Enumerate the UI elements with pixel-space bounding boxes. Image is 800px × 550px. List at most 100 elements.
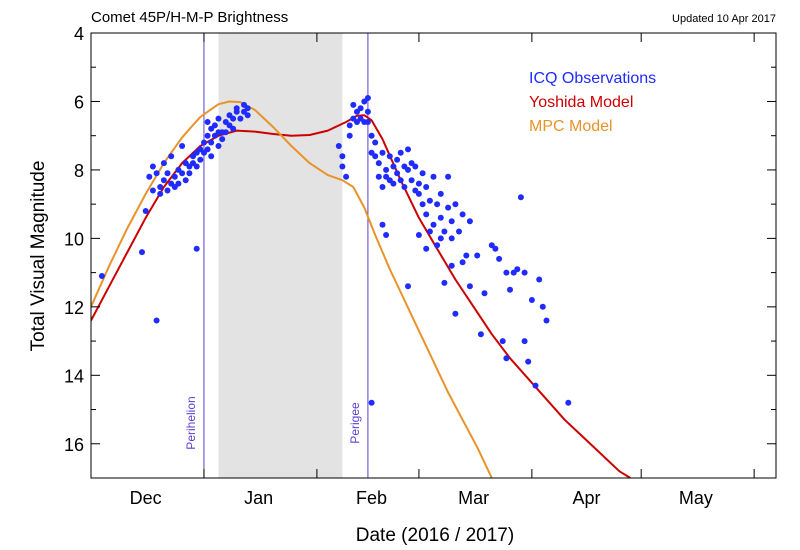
observation-point xyxy=(397,177,404,184)
observation-point xyxy=(364,119,371,125)
x-tick-label: Dec xyxy=(130,488,162,508)
observation-point xyxy=(525,358,532,365)
observation-point xyxy=(448,235,455,242)
observation-point xyxy=(507,286,513,293)
observation-point xyxy=(215,143,222,149)
observation-point xyxy=(208,139,215,146)
observation-point xyxy=(244,105,251,112)
observation-point xyxy=(456,228,462,235)
observation-point xyxy=(401,184,408,190)
observation-point xyxy=(350,101,357,108)
observation-point xyxy=(437,214,444,221)
x-tick-label: Mar xyxy=(458,488,489,508)
observation-point xyxy=(459,211,466,218)
observation-point xyxy=(426,228,433,235)
observation-point xyxy=(426,197,433,204)
observation-point xyxy=(437,190,444,197)
observation-point xyxy=(139,249,145,256)
observation-point xyxy=(423,245,430,252)
observation-point xyxy=(405,166,411,173)
observation-point xyxy=(390,163,397,170)
observation-point xyxy=(441,228,448,235)
observation-point xyxy=(335,143,342,149)
observation-point xyxy=(182,177,189,184)
observation-point xyxy=(430,221,437,228)
observation-point xyxy=(386,153,393,160)
observation-point xyxy=(339,163,346,170)
observation-point xyxy=(175,180,182,187)
observation-point xyxy=(481,290,488,297)
observation-point xyxy=(477,331,484,338)
observation-point xyxy=(390,180,397,187)
observation-point xyxy=(379,221,386,228)
x-tick-label: Jan xyxy=(244,488,273,508)
plot-area: Perihelion Perigee 4 6 8 10 12 14 16 Dec Jan Feb Mar… xyxy=(64,24,777,508)
y-tick-label: 8 xyxy=(74,161,84,181)
observation-point xyxy=(233,105,240,112)
observation-point xyxy=(204,132,211,139)
observation-point xyxy=(364,108,371,115)
observation-point xyxy=(415,180,422,187)
observation-point xyxy=(211,122,218,129)
legend-entry-mpc-model: MPC Model xyxy=(529,118,613,135)
observation-point xyxy=(521,269,528,276)
observation-point xyxy=(98,273,105,279)
observation-point xyxy=(394,156,401,163)
observation-point xyxy=(445,173,452,180)
observation-point xyxy=(171,173,178,180)
observation-point xyxy=(423,184,430,190)
observation-point xyxy=(164,170,171,177)
observation-point xyxy=(565,399,572,406)
observation-point xyxy=(383,166,390,173)
observation-point xyxy=(149,187,156,194)
observation-point xyxy=(448,262,455,269)
observation-point xyxy=(149,163,156,170)
legend-entry-icq-observations: ICQ Observations xyxy=(529,70,656,87)
x-tick-label: Feb xyxy=(356,488,387,508)
observation-point xyxy=(379,149,386,156)
observation-point xyxy=(346,122,353,129)
chart-title: Comet 45P/H-M-P Brightness xyxy=(91,9,288,26)
x-axis-label: Date (2016 / 2017) xyxy=(356,525,514,546)
observation-point xyxy=(415,190,422,197)
series-line-yoshida-model xyxy=(91,114,631,478)
observation-point xyxy=(503,355,510,362)
observation-point xyxy=(415,232,422,238)
observation-point xyxy=(230,125,237,132)
observation-point xyxy=(521,338,528,345)
observation-point xyxy=(379,184,386,190)
observation-point xyxy=(499,338,506,345)
observation-point xyxy=(204,146,211,153)
observation-point xyxy=(452,201,459,208)
observation-point xyxy=(357,105,364,112)
observation-point xyxy=(368,132,375,139)
observation-point xyxy=(222,129,229,136)
y-axis-label: Total Visual Magnitude xyxy=(28,161,49,352)
legend-entry-yoshida-model: Yoshida Model xyxy=(529,94,633,111)
plot-frame xyxy=(90,32,777,479)
observation-point xyxy=(157,184,164,190)
shaded-region xyxy=(218,33,343,478)
y-tick-label: 6 xyxy=(74,92,84,112)
observation-point xyxy=(339,153,346,160)
observation-point xyxy=(153,170,160,177)
observation-point xyxy=(448,218,455,225)
observation-point xyxy=(179,170,186,177)
observation-point xyxy=(503,269,510,276)
observation-point xyxy=(201,139,207,146)
observation-point xyxy=(412,163,419,170)
observation-point xyxy=(343,173,350,180)
observation-point xyxy=(474,252,481,259)
observation-point xyxy=(237,115,244,122)
observation-point xyxy=(193,245,200,252)
observation-point xyxy=(375,160,382,167)
observation-point xyxy=(466,283,473,290)
legend: ICQ Observations Yoshida Model MPC Model xyxy=(529,70,656,135)
observation-point xyxy=(157,190,164,197)
observation-point xyxy=(423,211,430,218)
observation-point xyxy=(244,112,251,119)
observation-point xyxy=(197,156,204,163)
observation-point xyxy=(364,95,371,101)
